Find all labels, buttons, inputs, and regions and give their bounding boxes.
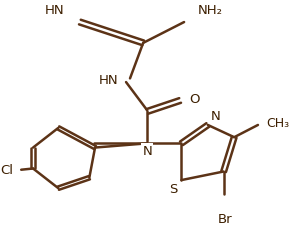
Text: N: N	[142, 145, 152, 158]
Text: Cl: Cl	[0, 164, 13, 177]
Text: Br: Br	[218, 213, 232, 226]
Text: N: N	[210, 110, 220, 122]
Text: HN: HN	[45, 4, 64, 17]
Text: CH₃: CH₃	[267, 117, 290, 130]
Text: HN: HN	[99, 74, 118, 87]
Text: NH₂: NH₂	[197, 4, 222, 17]
Text: S: S	[169, 183, 178, 196]
Text: O: O	[189, 93, 200, 106]
